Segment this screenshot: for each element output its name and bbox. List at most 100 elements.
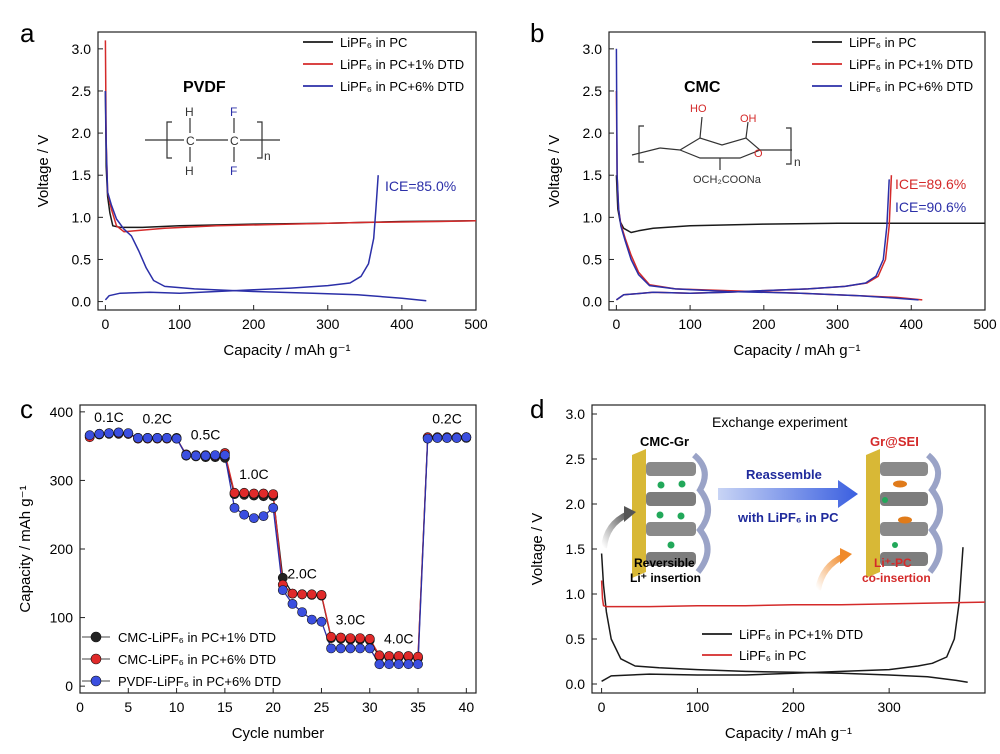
legend-swatch-c-0	[90, 631, 102, 643]
data-point-c-2	[316, 616, 327, 627]
y-tick-label-a: 2.5	[72, 83, 92, 99]
data-point-c-2	[248, 513, 259, 523]
data-point-c-2	[200, 450, 211, 461]
x-tick-label-c: 35	[410, 699, 426, 715]
pvdf-f-bottom: F	[230, 164, 237, 178]
panel-d-chart: 0 100 200 300 0.0 0.5 1.0 1.5 2.0 2.5 3.0 Capacity …	[529, 404, 986, 742]
x-tick-label-d: 100	[686, 699, 710, 715]
x-axis-label-d: Capacity / mAh g⁻¹	[725, 725, 852, 742]
rate-label-6: 4.0C	[384, 631, 414, 647]
x-tick-label-c: 5	[124, 699, 132, 715]
series-line-b-4	[615, 179, 890, 301]
legend-label-c-0: CMC-LiPF₆ in PC+1% DTD	[118, 630, 276, 645]
legend-label-b-1: LiPF₆ in PC+1% DTD	[849, 57, 973, 72]
cmc-oh-left: HO	[690, 103, 707, 115]
y-tick-label-d: 0.5	[566, 631, 586, 647]
data-point-c-2	[403, 659, 414, 670]
x-tick-label-c: 15	[217, 699, 233, 715]
panel-letter-a: a	[20, 18, 35, 48]
polymer-label-pvdf: PVDF	[183, 79, 226, 96]
data-point-c-1	[258, 488, 269, 499]
data-point-c-2	[133, 432, 143, 443]
y-axis-label-b: Voltage / V	[546, 135, 563, 208]
x-tick-label-c: 20	[265, 699, 281, 715]
data-point-c-1	[364, 633, 375, 644]
x-tick-label-c: 25	[314, 699, 330, 715]
legend-label-c-2: PVDF-LiPF₆ in PC+6% DTD	[118, 674, 281, 689]
curved-arrow-left-head	[624, 506, 636, 522]
ice-label-b-red: ICE=89.6%	[895, 176, 966, 192]
reassemble-text-2: with LiPF₆ in PC	[737, 510, 839, 525]
data-point-c-2	[161, 432, 172, 443]
legend-label-c-1: CMC-LiPF₆ in PC+6% DTD	[118, 652, 276, 667]
y-tick-label-c: 100	[50, 610, 74, 626]
rate-label-4: 2.0C	[287, 565, 317, 581]
y-tick-label-a: 0.5	[72, 251, 92, 267]
legend-label-d-0: LiPF₆ in PC+1% DTD	[739, 627, 863, 642]
data-point-c-2	[104, 428, 114, 438]
x-tick-label-a: 300	[316, 316, 340, 332]
x-axis-label-c: Cycle number	[232, 725, 325, 742]
y-tick-label-d: 1.5	[566, 541, 586, 557]
reversible-caption-2: Li⁺ insertion	[630, 571, 701, 585]
y-tick-label-c: 400	[50, 404, 74, 420]
legend-label-d-1: LiPF₆ in PC	[739, 648, 806, 663]
data-point-c-1	[345, 633, 356, 643]
y-tick-label-b: 2.0	[583, 125, 603, 141]
y-tick-label-d: 2.5	[566, 451, 586, 467]
y-tick-label-b: 2.5	[583, 83, 603, 99]
pvdf-structure	[145, 118, 280, 162]
legend-label-a-2: LiPF₆ in PC+6% DTD	[340, 79, 464, 94]
data-point-c-2	[181, 450, 192, 460]
series-line-a-2	[104, 90, 427, 302]
x-tick-label-a: 200	[242, 316, 266, 332]
data-point-c-1	[297, 589, 307, 600]
series-line-b-1	[615, 90, 923, 301]
cmc-substituent: OCH₂COONa	[693, 174, 762, 186]
data-point-c-2	[297, 607, 307, 617]
rate-label-0: 0.1C	[94, 409, 124, 425]
data-point-c-2	[461, 432, 472, 443]
reassemble-text: Reassemble	[746, 467, 822, 482]
pvdf-c2: C	[230, 134, 239, 148]
rate-label-5: 3.0C	[336, 611, 366, 627]
cmc-gr-label: CMC-Gr	[640, 434, 689, 449]
data-point-c-1	[239, 487, 250, 498]
copinsertion-caption-1: Li⁺-PC	[874, 556, 912, 570]
pvdf-c2-bg	[228, 133, 240, 147]
exchange-title: Exchange experiment	[712, 414, 848, 430]
x-tick-label-a: 400	[390, 316, 414, 332]
data-point-c-2	[277, 585, 288, 595]
rate-label-1: 0.2C	[142, 411, 172, 427]
data-point-c-2	[113, 427, 124, 438]
data-point-c-1	[393, 651, 404, 661]
pvdf-subscript-n: n	[264, 149, 271, 163]
data-point-c-2	[152, 432, 163, 443]
data-point-c-1	[374, 650, 385, 661]
data-point-c-2	[355, 643, 365, 654]
x-tick-label-b: 400	[900, 316, 924, 332]
y-axis-label-c: Capacity / mAh g⁻¹	[17, 485, 34, 612]
series-line-d-0	[600, 553, 968, 683]
data-point-c-2	[210, 450, 221, 460]
y-tick-label-a: 1.0	[72, 209, 92, 225]
pvdf-c1-bg	[184, 133, 196, 147]
y-tick-label-c: 200	[50, 541, 74, 557]
y-tick-label-d: 3.0	[566, 406, 586, 422]
data-point-c-1	[229, 487, 240, 498]
y-axis-label-d: Voltage / V	[529, 513, 546, 586]
panel-a-chart: 0 100 200 300 400 500 0.0 0.5 1.0 1.5 2.0 2.5 3.0 Cap…	[35, 31, 488, 359]
data-point-c-2	[432, 432, 443, 443]
pvdf-h-top: H	[185, 105, 194, 119]
ice-label-b-blue: ICE=90.6%	[895, 199, 966, 215]
x-tick-label-c: 30	[362, 699, 378, 715]
x-tick-label-b: 200	[752, 316, 776, 332]
data-point-c-2	[171, 433, 182, 444]
y-tick-label-a: 2.0	[72, 125, 92, 141]
data-point-c-2	[422, 433, 433, 444]
plot-frame-a	[97, 31, 477, 311]
data-point-c-2	[335, 643, 346, 654]
x-tick-label-c: 0	[76, 699, 84, 715]
